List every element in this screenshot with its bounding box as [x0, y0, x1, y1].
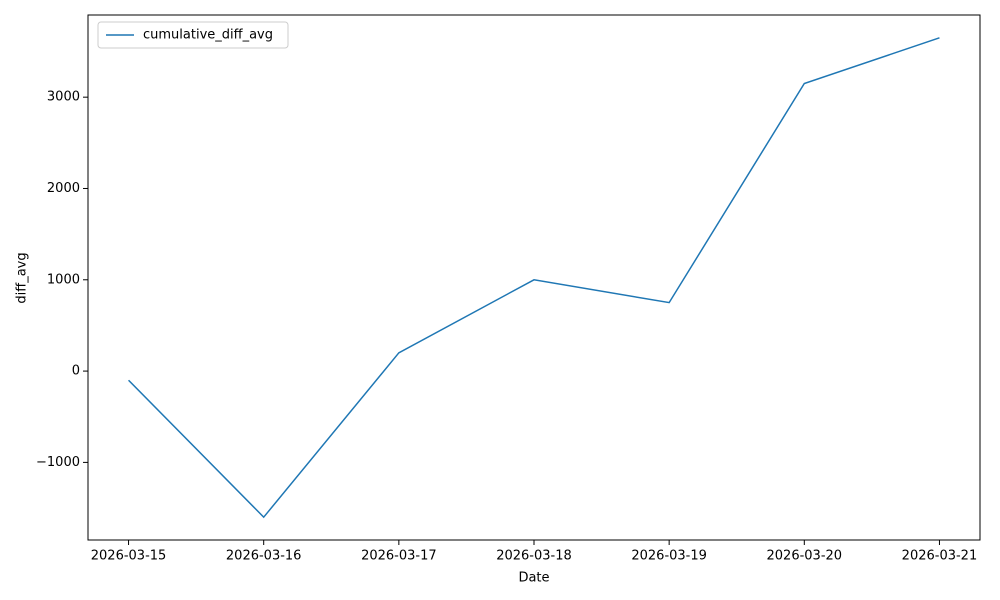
x-tick-label: 2026-03-21: [902, 549, 978, 564]
y-axis-label: diff_avg: [15, 252, 30, 303]
legend-box: [97, 21, 289, 49]
x-tick-label: 2026-03-16: [226, 549, 302, 564]
x-tick-label: 2026-03-18: [496, 549, 572, 564]
x-tick-label: 2026-03-20: [767, 549, 843, 564]
x-axis-label: Date: [518, 571, 549, 586]
x-tick-label: 2026-03-17: [361, 549, 437, 564]
y-tick-label: 1000: [47, 272, 80, 287]
x-tick-label: 2026-03-19: [631, 549, 707, 564]
y-tick-label: 0: [72, 364, 80, 379]
y-tick-label: 3000: [47, 90, 80, 105]
plot-frame: [87, 14, 981, 541]
line: [128, 37, 940, 519]
x-tick-label: 2026-03-15: [91, 549, 167, 564]
y-tick-label: −1000: [36, 455, 80, 470]
y-tick-label: 2000: [47, 181, 80, 196]
legend-label: cumulative_diff_avg: [143, 28, 273, 43]
